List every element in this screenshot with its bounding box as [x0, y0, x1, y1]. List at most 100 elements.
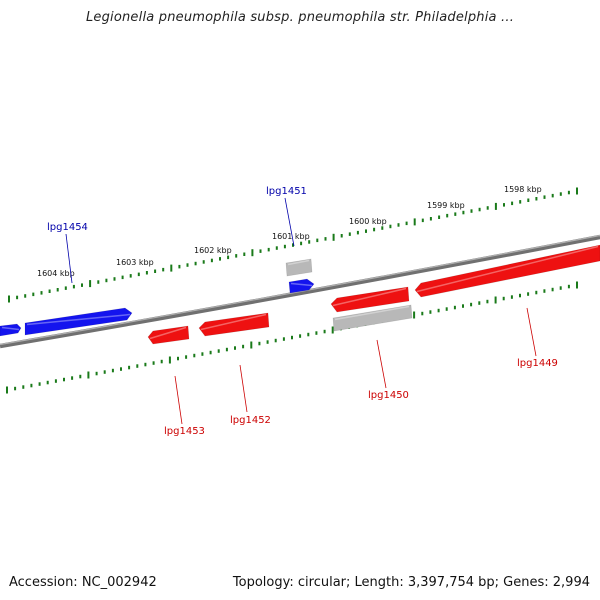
outer-tick-minor [381, 226, 384, 230]
outer-tick-minor [137, 272, 140, 277]
tick-ring-outer [8, 187, 578, 303]
inner-tick-minor [559, 286, 562, 290]
inner-tick-minor [510, 295, 513, 299]
outer-tick-minor [462, 210, 465, 215]
inner-tick-minor [478, 301, 481, 305]
outer-tick-minor [145, 271, 148, 275]
outer-tick-minor [72, 284, 75, 289]
gene-arrow-lpg1452[interactable] [198, 312, 270, 337]
gene-arrow-lpg1449[interactable] [414, 244, 600, 298]
outer-tick-minor [113, 277, 116, 281]
inner-tick-major [413, 311, 416, 319]
outer-tick-minor [56, 288, 59, 292]
inner-tick-major [331, 326, 334, 334]
outer-tick-minor [81, 283, 83, 287]
gene-label-lpg1450[interactable]: lpg1450 [368, 390, 409, 401]
outer-tick-minor [283, 244, 286, 249]
gene-arrow-lpg1454[interactable] [24, 307, 133, 336]
inner-tick-minor [266, 340, 269, 344]
gene-label-lpg1454[interactable]: lpg1454 [47, 222, 88, 233]
outer-tick-minor [527, 198, 530, 202]
gene-label-lpg1452[interactable]: lpg1452 [230, 415, 271, 426]
inner-tick-minor [258, 341, 261, 346]
gene-block-grey-lower-highlight [334, 305, 410, 321]
inner-tick-minor [527, 292, 530, 296]
gene-arrow-lpg1450-highlight [332, 287, 407, 307]
inner-tick-minor [95, 371, 98, 376]
gene-arrow-lpg1451[interactable] [288, 278, 315, 294]
inner-tick-minor [470, 302, 473, 307]
outer-tick-minor [421, 218, 424, 223]
tick-ring-inner [6, 281, 578, 394]
inner-tick-minor [38, 382, 41, 386]
inner-tick-minor [242, 344, 245, 349]
outer-tick-minor [259, 249, 262, 253]
gene-arrow-lpg1450[interactable] [330, 286, 410, 313]
outer-tick-minor [340, 234, 343, 238]
gene-block-grey-lower[interactable] [332, 304, 413, 332]
inner-tick-minor [567, 284, 570, 289]
gene-block-grey-upper[interactable] [285, 258, 313, 277]
outer-tick-minor [32, 292, 35, 297]
inner-tick-minor [453, 305, 456, 310]
inner-tick-minor [323, 329, 326, 334]
outer-tick-minor [551, 193, 554, 198]
outer-tick-minor [543, 195, 546, 199]
genome-summary-text: Topology: circular; Length: 3,397,754 bp… [232, 575, 590, 590]
gene-arrow-lpg1454-highlight [26, 313, 131, 326]
outer-tick-minor [121, 275, 124, 280]
outer-tick-minor [219, 257, 221, 261]
outer-tick-minor [405, 221, 408, 226]
outer-tick-minor [356, 230, 359, 235]
outer-tick-minor [186, 263, 189, 267]
inner-tick-minor [421, 311, 424, 316]
accession-text: Accession: NC_002942 [9, 575, 157, 590]
outer-tick-major [413, 218, 416, 226]
gene-arrow-forward[interactable] [0, 323, 22, 337]
gene-arrow-lpg1452-highlight [200, 313, 267, 331]
inner-tick-major [250, 341, 253, 349]
outer-tick-minor [511, 201, 514, 206]
outer-tick-minor [535, 197, 538, 201]
outer-tick-minor [438, 215, 441, 219]
inner-tick-minor [486, 299, 489, 304]
outer-tick-minor [470, 209, 473, 213]
outer-tick-minor [519, 200, 522, 204]
inner-tick-minor [234, 346, 236, 350]
outer-tick-minor [397, 223, 400, 227]
outer-tick-minor [227, 255, 230, 260]
tick-label: 1601 kbp [272, 232, 310, 241]
gene-label-lpg1449[interactable]: lpg1449 [517, 358, 558, 369]
inner-tick-minor [111, 368, 114, 373]
tick-label: 1598 kbp [504, 185, 542, 194]
gene-arrow-lpg1449-highlight [416, 245, 599, 293]
tick-labels: 1604 kbp 1603 kbp 1602 kbp 1601 kbp 1600 kbp… [37, 185, 542, 278]
outer-tick-minor [373, 227, 376, 232]
leader-line-lpg1451 [284, 197, 295, 247]
inner-tick-minor [46, 380, 49, 385]
leader-line-lpg1452 [239, 364, 248, 413]
outer-tick-minor [64, 286, 67, 290]
inner-tick-minor [543, 289, 546, 293]
genome-backbone-highlight [0, 234, 600, 346]
inner-tick-minor [128, 365, 131, 370]
outer-tick-minor [48, 289, 51, 293]
outer-tick-minor [559, 192, 562, 196]
gene-label-lpg1453[interactable]: lpg1453 [164, 426, 205, 437]
inner-tick-minor [299, 334, 302, 338]
inner-tick-minor [315, 331, 318, 335]
inner-tick-minor [136, 364, 139, 368]
gene-arrow-lpg1453[interactable] [147, 325, 190, 345]
tick-label: 1604 kbp [37, 269, 75, 278]
leader-line-lpg1454 [65, 233, 73, 284]
gene-labels: lpg1454 lpg1453 lpg1452 lpg1451 lpg1450 lpg14… [47, 186, 558, 437]
outer-tick-minor [194, 261, 197, 266]
gene-label-lpg1451[interactable]: lpg1451 [266, 186, 307, 197]
outer-tick-minor [235, 254, 238, 258]
outer-tick-minor [429, 217, 432, 221]
inner-tick-major [6, 386, 8, 394]
genome-backbone [0, 234, 600, 349]
outer-tick-minor [324, 237, 327, 241]
inner-tick-minor [209, 350, 212, 355]
